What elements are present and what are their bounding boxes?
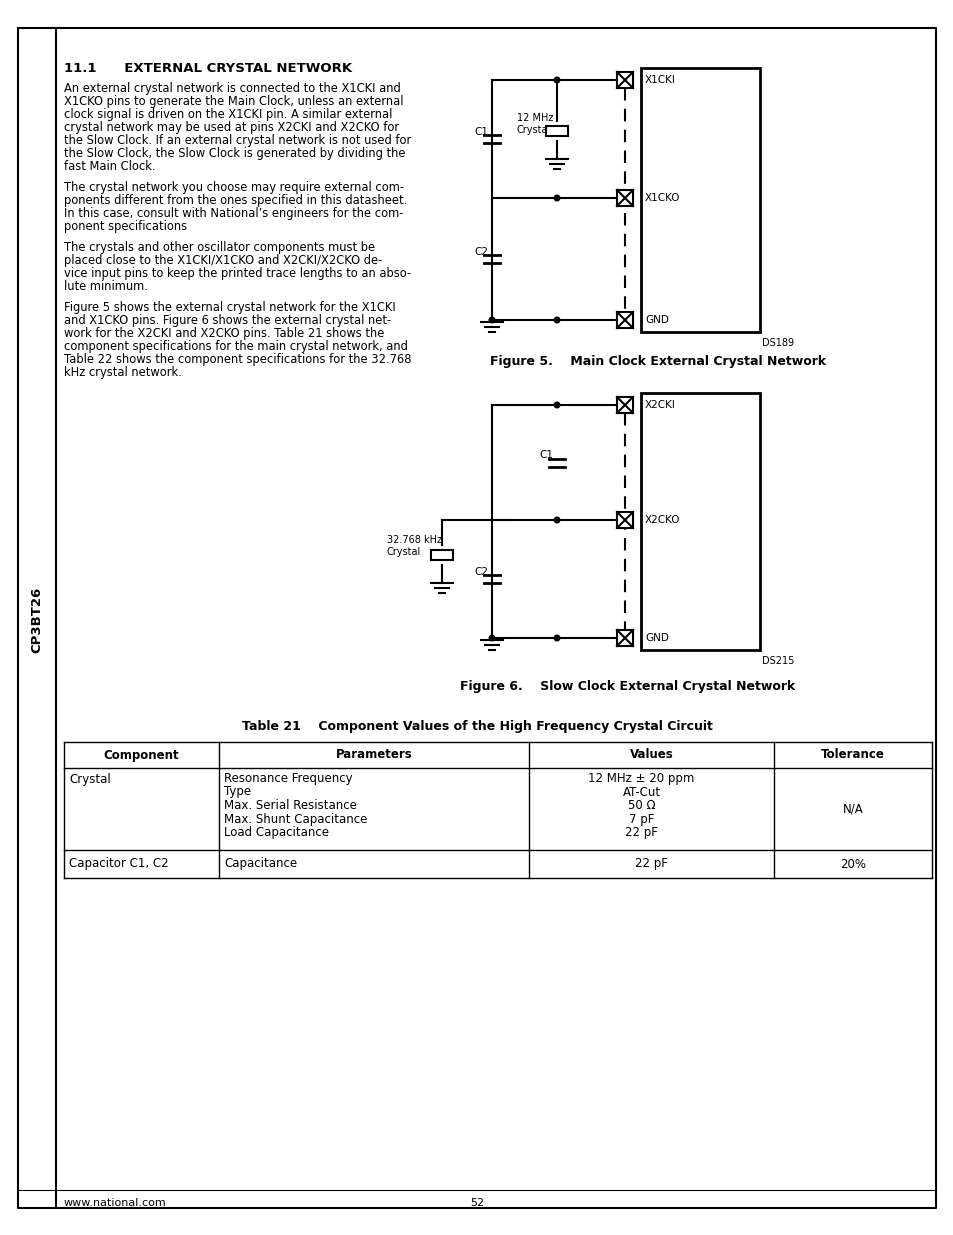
Circle shape — [554, 517, 559, 522]
Text: GND: GND — [644, 315, 668, 325]
Bar — [545, 126, 567, 136]
Text: GND: GND — [644, 634, 668, 643]
Text: Capacitor C1, C2: Capacitor C1, C2 — [69, 857, 169, 871]
Bar — [431, 550, 453, 559]
Text: component specifications for the main crystal network, and: component specifications for the main cr… — [64, 340, 408, 353]
Text: The crystal network you choose may require external com-: The crystal network you choose may requi… — [64, 182, 403, 194]
Text: 32.768 kHz: 32.768 kHz — [387, 535, 441, 545]
Bar — [640, 68, 760, 332]
Text: 52: 52 — [470, 1198, 483, 1208]
Text: the Slow Clock. If an external crystal network is not used for: the Slow Clock. If an external crystal n… — [64, 135, 411, 147]
Circle shape — [554, 317, 559, 322]
Text: the Slow Clock, the Slow Clock is generated by dividing the: the Slow Clock, the Slow Clock is genera… — [64, 147, 405, 161]
Bar — [640, 393, 760, 650]
Text: 7 pF: 7 pF — [628, 813, 654, 825]
Text: Max. Serial Resistance: Max. Serial Resistance — [224, 799, 356, 811]
Circle shape — [554, 403, 559, 408]
Text: X1CKO pins to generate the Main Clock, unless an external: X1CKO pins to generate the Main Clock, u… — [64, 95, 403, 107]
Text: In this case, consult with National’s engineers for the com-: In this case, consult with National’s en… — [64, 207, 403, 220]
Text: Figure 6.    Slow Clock External Crystal Network: Figure 6. Slow Clock External Crystal Ne… — [459, 680, 795, 693]
Bar — [617, 513, 633, 529]
Text: www.national.com: www.national.com — [64, 1198, 167, 1208]
Text: C1: C1 — [538, 451, 553, 461]
Bar — [617, 630, 633, 646]
Text: Table 22 shows the component specifications for the 32.768: Table 22 shows the component specificati… — [64, 353, 411, 366]
Text: Tolerance: Tolerance — [821, 748, 884, 762]
Text: DS215: DS215 — [761, 656, 794, 666]
Text: 11.1      EXTERNAL CRYSTAL NETWORK: 11.1 EXTERNAL CRYSTAL NETWORK — [64, 62, 352, 75]
Text: CP3BT26: CP3BT26 — [30, 587, 44, 653]
Bar — [617, 72, 633, 88]
Text: placed close to the X1CKI/X1CKO and X2CKI/X2CKO de-: placed close to the X1CKI/X1CKO and X2CK… — [64, 254, 382, 267]
Text: Table 21    Component Values of the High Frequency Crystal Circuit: Table 21 Component Values of the High Fr… — [241, 720, 712, 734]
Text: Load Capacitance: Load Capacitance — [224, 826, 329, 839]
Text: X2CKI: X2CKI — [644, 400, 675, 410]
Text: X1CKO: X1CKO — [644, 193, 679, 203]
Text: Max. Shunt Capacitance: Max. Shunt Capacitance — [224, 813, 367, 825]
Text: 22 pF: 22 pF — [635, 857, 667, 871]
Text: 22 pF: 22 pF — [624, 826, 658, 839]
Text: C2: C2 — [474, 247, 488, 257]
Text: N/A: N/A — [841, 803, 862, 815]
Text: ponents different from the ones specified in this datasheet.: ponents different from the ones specifie… — [64, 194, 407, 207]
Text: 50 Ω: 50 Ω — [627, 799, 655, 811]
Circle shape — [554, 635, 559, 641]
Text: The crystals and other oscillator components must be: The crystals and other oscillator compon… — [64, 241, 375, 254]
Text: Resonance Frequency: Resonance Frequency — [224, 772, 353, 785]
Text: Capacitance: Capacitance — [224, 857, 296, 871]
Text: lute minimum.: lute minimum. — [64, 280, 148, 293]
Text: 12 MHz: 12 MHz — [517, 112, 553, 124]
Circle shape — [489, 317, 495, 322]
Text: An external crystal network is connected to the X1CKI and: An external crystal network is connected… — [64, 82, 400, 95]
Circle shape — [489, 635, 495, 641]
Text: ponent specifications: ponent specifications — [64, 220, 187, 233]
Text: Crystal: Crystal — [387, 547, 421, 557]
Circle shape — [554, 195, 559, 201]
Text: C1: C1 — [474, 127, 488, 137]
Text: 12 MHz ± 20 ppm: 12 MHz ± 20 ppm — [588, 772, 694, 785]
Circle shape — [554, 78, 559, 83]
Text: and X1CKO pins. Figure 6 shows the external crystal net-: and X1CKO pins. Figure 6 shows the exter… — [64, 314, 391, 327]
Text: vice input pins to keep the printed trace lengths to an abso-: vice input pins to keep the printed trac… — [64, 267, 411, 280]
Bar — [617, 312, 633, 329]
Text: Parameters: Parameters — [335, 748, 412, 762]
Text: Crystal: Crystal — [69, 773, 111, 785]
Text: Figure 5.    Main Clock External Crystal Network: Figure 5. Main Clock External Crystal Ne… — [490, 354, 825, 368]
Text: Figure 5 shows the external crystal network for the X1CKI: Figure 5 shows the external crystal netw… — [64, 301, 395, 314]
Text: Crystal: Crystal — [517, 125, 551, 135]
Text: C2: C2 — [474, 567, 488, 577]
Text: AT-Cut: AT-Cut — [621, 785, 659, 799]
Bar — [617, 190, 633, 206]
Text: Values: Values — [629, 748, 673, 762]
Text: crystal network may be used at pins X2CKI and X2CKO for: crystal network may be used at pins X2CK… — [64, 121, 398, 135]
Text: Component: Component — [104, 748, 179, 762]
Text: clock signal is driven on the X1CKI pin. A similar external: clock signal is driven on the X1CKI pin.… — [64, 107, 392, 121]
Text: X1CKI: X1CKI — [644, 75, 675, 85]
Bar — [617, 396, 633, 412]
Text: X2CKO: X2CKO — [644, 515, 679, 525]
Text: fast Main Clock.: fast Main Clock. — [64, 161, 155, 173]
Text: work for the X2CKI and X2CKO pins. Table 21 shows the: work for the X2CKI and X2CKO pins. Table… — [64, 327, 384, 340]
Text: 20%: 20% — [840, 857, 865, 871]
Text: Type: Type — [224, 785, 251, 799]
Text: DS189: DS189 — [761, 338, 793, 348]
Text: kHz crystal network.: kHz crystal network. — [64, 366, 182, 379]
